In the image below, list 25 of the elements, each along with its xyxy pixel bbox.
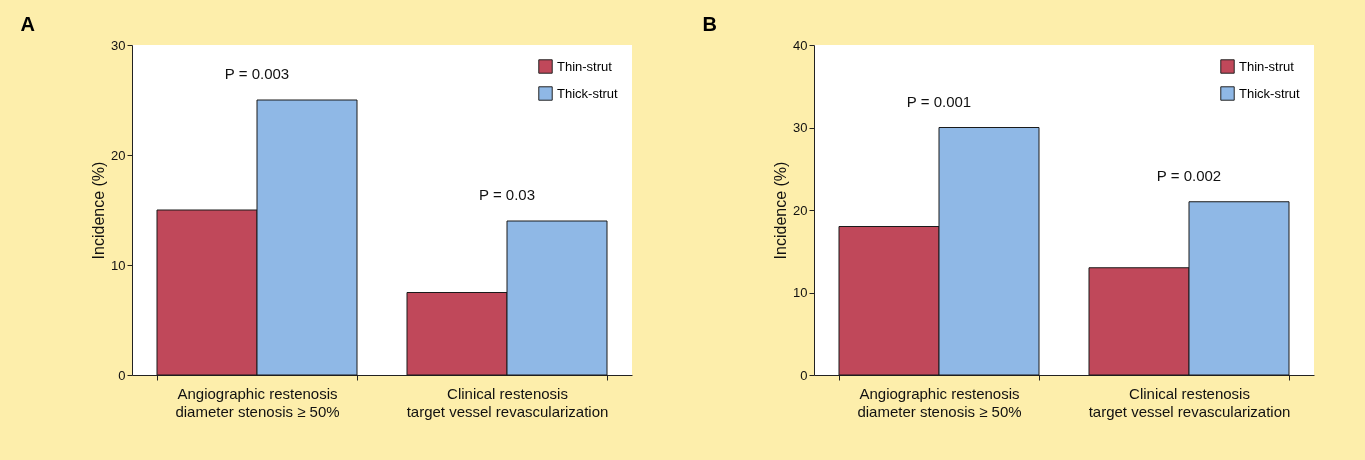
y-tick-label: 10 (111, 257, 126, 273)
annotation: P = 0.003 (224, 65, 290, 82)
y-tick-label: 40 (793, 37, 808, 53)
y-tick-label: 10 (793, 285, 808, 300)
y-tick-label: 0 (118, 367, 126, 383)
legend-label: Thick-strut (1239, 85, 1301, 101)
y-tick-label: 0 (800, 367, 808, 383)
y-tick-label: 30 (111, 37, 126, 53)
annotation: P = 0.002 (1156, 166, 1222, 184)
chart-title: A (20, 13, 35, 35)
x-tick-label: Clinical restenosis target vessel revascularization (1088, 384, 1291, 420)
legend-label: Thin-strut (1239, 58, 1295, 74)
chart-title: B (702, 13, 717, 35)
y-axis-title: Incidence (%) (90, 161, 108, 260)
y-tick-label: 20 (793, 202, 808, 218)
annotation: P = 0.03 (478, 186, 536, 203)
legend-label: Thin-strut (557, 58, 613, 74)
y-axis-title: Incidence (%) (772, 161, 790, 260)
y-tick-label: 20 (111, 147, 126, 163)
x-tick-label: Clinical restenosis target vessel revascularization (406, 384, 609, 420)
x-tick-label: Angiographic restenosis diameter stenosis ≥ 50% (175, 384, 340, 420)
annotation: P = 0.001 (906, 92, 972, 110)
legend-label: Thick-strut (557, 85, 619, 101)
y-tick-label: 30 (793, 120, 808, 135)
x-tick-label: Angiographic restenosis diameter stenosis ≥ 50% (857, 384, 1022, 420)
